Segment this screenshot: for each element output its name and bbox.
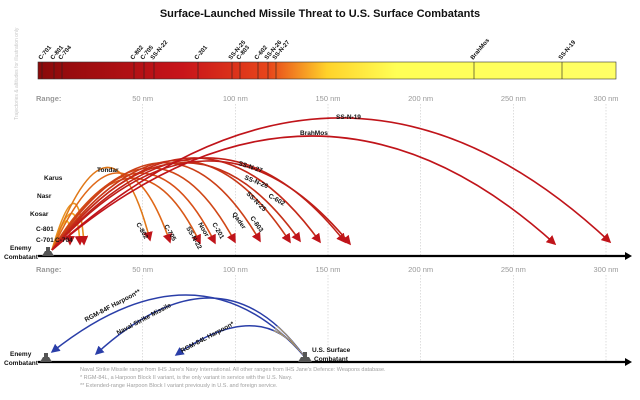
threat-trajectories [51,117,612,251]
enemy-ship-icon-bottom [40,353,52,362]
us-ship-icon [298,352,312,362]
baseline-bottom-arrow [625,358,632,366]
enemy-label-line1: Enemy [10,245,32,252]
harpoon-arc [50,294,305,357]
footnote-2: * RGM-84L, a Harpoon Block II variant, i… [80,375,293,381]
range-tick-label: 250 nm [501,265,526,274]
enemy-label-bottom-line2: Combatant [4,360,39,367]
diagram-labels: Karus Nasr Kosar C-801 C-701 C-704 Tondar SS-N-… [4,114,361,367]
trajectory-arc [51,135,557,251]
harpoon-trajectories [50,294,305,357]
origin-label-karus: Karus [44,175,63,182]
missile-label-tondar: Tondar [97,167,119,174]
footnotes: Naval Strike Missile range from IHS Jane… [80,366,550,390]
enemy-label-bottom-line1: Enemy [10,351,32,358]
baseline-top-arrow [625,252,632,260]
origin-label-c801: C-801 [36,226,54,233]
range-bar-ticks [41,62,563,79]
missile-label-brahmos: BrahMos [300,130,328,137]
range-tick-label: 150 nm [315,265,340,274]
missile-label-c803: C-803 [248,215,264,234]
enemy-label-line2: Combatant [4,254,39,261]
harpoon-label-rgm84f: RGM-84F Harpoon** [84,288,143,324]
range-tick-label: 300 nm [593,94,618,103]
trajectory-arc [51,117,612,251]
range-tick-label: 200 nm [408,94,433,103]
harpoon-arc-highlight [175,325,305,357]
footnote-3: ** Extended-range Harpoon Block I varian… [80,383,278,389]
trajectory-arc [51,172,172,251]
trajectory-arc [51,166,153,251]
range-tick-label: 100 nm [223,265,248,274]
harpoon-arc-highlight [51,294,305,357]
trajectory-arc [51,160,352,251]
enemy-ship-icon [42,247,54,256]
range-bar-label: BrahMos [470,37,492,61]
harpoon-label-nsm: Naval Strike Missile [116,302,173,337]
harpoon-arc-highlight [95,297,305,357]
missile-label-c705: C-705 [162,224,177,243]
range-tick-label: 50 nm [132,265,153,274]
origin-label-nasr: Nasr [37,193,52,200]
trajectory-arc [51,157,346,251]
range-tick-label: 50 nm [132,94,153,103]
missile-label-ssn27: SS-N-27 [237,160,263,174]
missile-label-noor: Noor [196,222,210,239]
page-title: Surface-Launched Missile Threat to U.S. … [159,8,481,20]
harpoon-label-rgm84l: RGM-84L Harpoon* [180,320,236,354]
trajectory-arc [51,157,321,251]
trajectory-arc [51,202,89,251]
missile-label-qader: Qader [230,211,247,231]
range-tick-label: 150 nm [315,94,340,103]
us-label-line1: U.S. Surface [312,347,351,354]
range-label: Range: [36,94,61,103]
range-label: Range: [36,265,61,274]
range-bar-label: SS-N-19 [558,39,578,61]
range-tick-label: 200 nm [408,265,433,274]
origin-label-c701: C-701 [36,237,54,244]
range-tick-label: 250 nm [501,94,526,103]
origin-label-c704: C-704 [55,237,73,244]
us-label-line2: Combatant [314,356,349,363]
range-bar [37,61,617,80]
footnote-1: Naval Strike Missile range from IHS Jane… [80,367,386,373]
range-bar-label: C-201 [194,44,210,61]
origin-label-kosar: Kosar [30,211,49,218]
missile-label-ssn19: SS-N-19 [336,114,361,121]
range-scale-bottom: Range: 50 nm 100 nm 150 nm 200 nm 250 nm 300 n… [36,265,619,362]
range-tick-label: 300 nm [593,265,618,274]
missile-label-ssn25: SS-N-25 [245,190,268,213]
range-tick-label: 100 nm [223,94,248,103]
